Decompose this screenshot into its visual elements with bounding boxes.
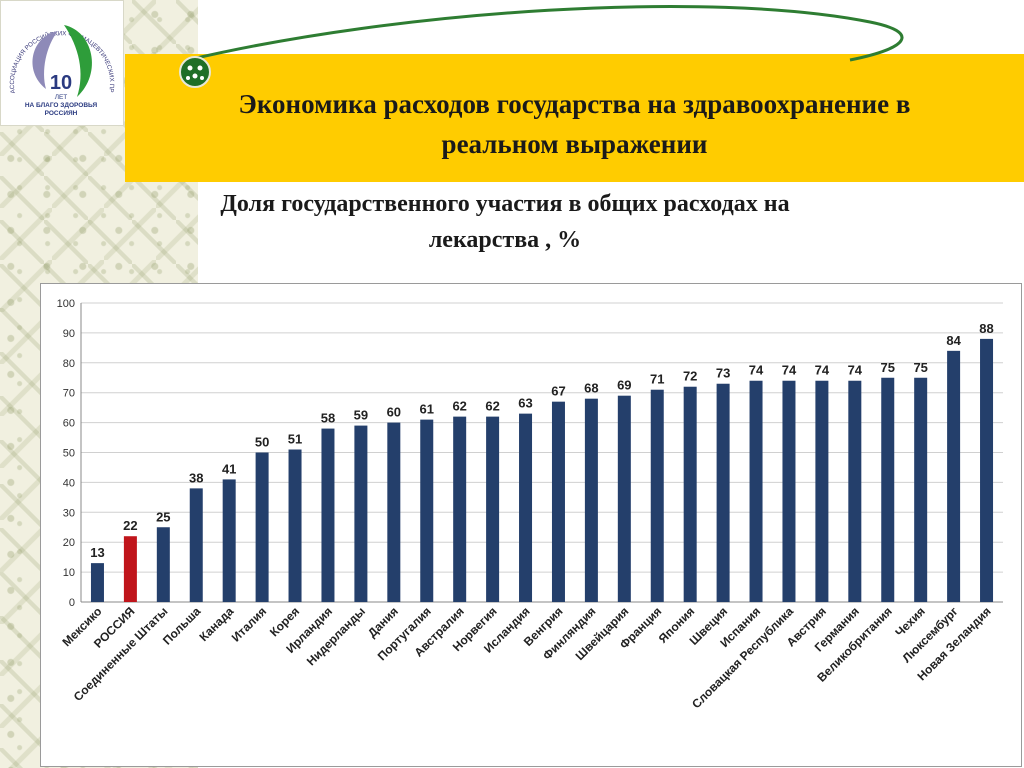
title-band xyxy=(125,54,1024,182)
bar-17 xyxy=(650,389,664,602)
logo-line3: РОССИЯН xyxy=(45,110,78,117)
logo-emblem: АССОЦИАЦИЯ РОССИЙСКИХ ФАРМАЦЕВТИЧЕСКИХ П… xyxy=(0,0,115,117)
y-tick-label-3: 30 xyxy=(63,507,75,519)
bar-20 xyxy=(749,380,763,602)
value-label-9: 60 xyxy=(387,405,401,420)
value-label-15: 68 xyxy=(584,381,598,396)
y-tick-label-10: 100 xyxy=(57,298,75,310)
bar-13 xyxy=(519,413,533,602)
bar-12 xyxy=(486,416,500,602)
value-label-4: 41 xyxy=(222,461,236,476)
value-label-1: 22 xyxy=(123,518,137,533)
bar-2 xyxy=(156,527,170,602)
value-label-18: 72 xyxy=(683,369,697,384)
y-tick-label-8: 80 xyxy=(63,358,75,370)
bar-10 xyxy=(420,419,434,602)
y-tick-label-6: 60 xyxy=(63,418,75,430)
value-label-22: 74 xyxy=(815,363,830,378)
logo-number: 10 xyxy=(50,72,72,94)
value-label-21: 74 xyxy=(782,363,797,378)
subtitle-line-2: лекарства , % xyxy=(428,227,582,253)
value-label-8: 59 xyxy=(354,408,368,423)
logo-line1: ЛЕТ xyxy=(55,94,68,101)
bar-15 xyxy=(584,398,598,602)
value-label-16: 69 xyxy=(617,378,631,393)
bar-7 xyxy=(321,428,335,602)
bar-23 xyxy=(848,380,862,602)
value-label-26: 84 xyxy=(946,333,961,348)
x-tick-label-8: Нидерланды xyxy=(304,604,368,668)
bar-26 xyxy=(947,350,961,602)
value-label-14: 67 xyxy=(551,384,565,399)
logo-line2: НА БЛАГО ЗДОРОВЬЯ xyxy=(25,102,98,109)
value-label-10: 61 xyxy=(420,402,434,417)
subtitle-line-1: Доля государственного участия в общих ра… xyxy=(220,191,790,217)
y-tick-label-9: 90 xyxy=(63,328,75,340)
title-line-1: Экономика расходов государства на здраво… xyxy=(238,89,911,119)
y-tick-label-1: 10 xyxy=(63,567,75,579)
bar-0 xyxy=(90,563,104,602)
value-label-25: 75 xyxy=(913,360,927,375)
bar-9 xyxy=(387,422,401,602)
page-title: Экономика расходов государства на здраво… xyxy=(125,84,1024,164)
value-label-6: 51 xyxy=(288,432,302,447)
bar-3 xyxy=(189,488,203,602)
bar-27 xyxy=(980,338,994,602)
value-label-5: 50 xyxy=(255,435,269,450)
bar-14 xyxy=(551,401,565,602)
bar-16 xyxy=(617,395,631,602)
bar-5 xyxy=(255,452,269,602)
x-tick-label-4: Канада xyxy=(196,604,236,644)
bar-19 xyxy=(716,383,730,602)
swoosh-decoration xyxy=(179,5,904,88)
bar-18 xyxy=(683,386,697,602)
y-tick-label-4: 40 xyxy=(63,477,75,489)
value-label-3: 38 xyxy=(189,470,203,485)
bar-22 xyxy=(815,380,829,602)
value-label-27: 88 xyxy=(979,321,993,336)
bar-24 xyxy=(881,377,895,602)
title-line-2: реальном выражении xyxy=(441,129,708,159)
bar-chart: 010203040506070809010013Мексико22РОССИЯ2… xyxy=(57,298,1003,711)
value-label-20: 74 xyxy=(749,363,764,378)
value-label-12: 62 xyxy=(485,399,499,414)
association-logo: АССОЦИАЦИЯ РОССИЙСКИХ ФАРМАЦЕВТИЧЕСКИХ П… xyxy=(0,0,124,126)
value-label-2: 25 xyxy=(156,509,170,524)
chart-frame: 0 10 20 30 40 50 60 70 80 90 100 13 Мексико 22 РОССИЯ 2… xyxy=(40,283,1022,767)
bar-1 xyxy=(123,536,137,602)
y-tick-label-7: 70 xyxy=(63,388,75,400)
bar-6 xyxy=(288,449,302,602)
value-label-0: 13 xyxy=(90,545,104,560)
y-tick-label-2: 20 xyxy=(63,537,75,549)
value-label-17: 71 xyxy=(650,372,664,387)
bar-25 xyxy=(914,377,928,602)
bar-11 xyxy=(453,416,467,602)
y-tick-label-0: 0 xyxy=(69,597,75,609)
bar-21 xyxy=(782,380,796,602)
value-label-23: 74 xyxy=(848,363,863,378)
bar-8 xyxy=(354,425,368,602)
x-tick-label-5: Италия xyxy=(229,604,269,644)
value-label-13: 63 xyxy=(518,396,532,411)
chart-subtitle: Доля государственного участия в общих ра… xyxy=(100,186,910,258)
value-label-11: 62 xyxy=(452,399,466,414)
value-label-24: 75 xyxy=(881,360,895,375)
value-label-19: 73 xyxy=(716,366,730,381)
value-label-7: 58 xyxy=(321,411,335,426)
y-tick-label-5: 50 xyxy=(63,448,75,460)
bar-4 xyxy=(222,479,236,602)
